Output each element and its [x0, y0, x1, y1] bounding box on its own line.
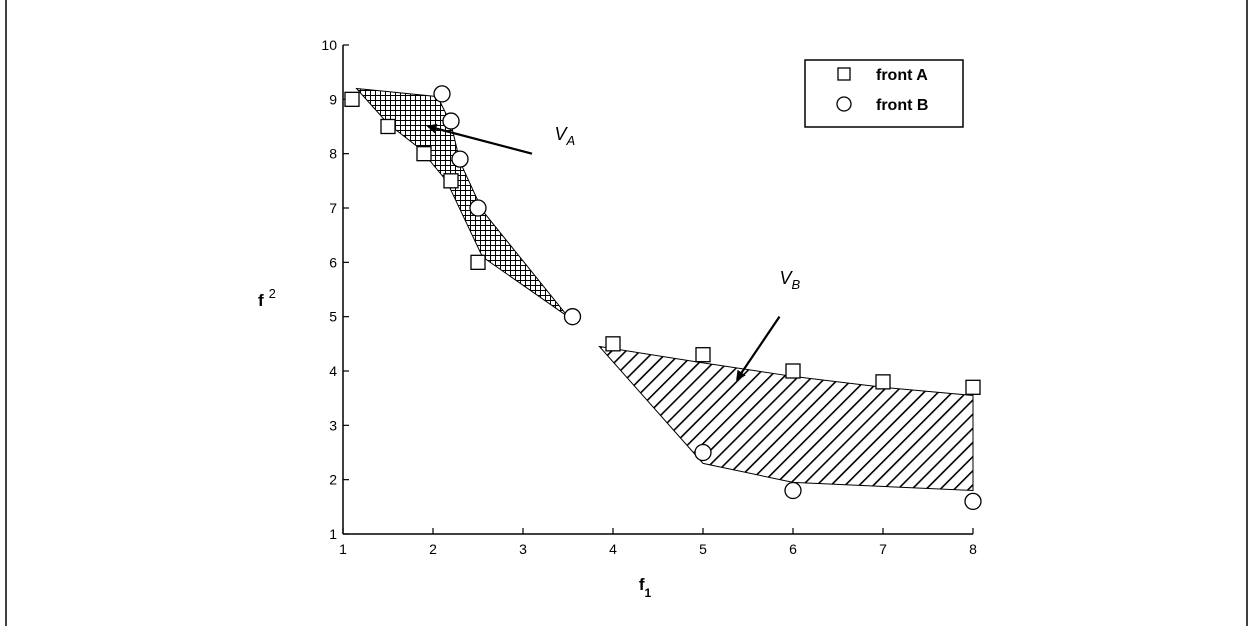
- point-front-b: [964, 492, 982, 511]
- x-axis-label-sub: 1: [644, 586, 651, 600]
- point-front-a: [875, 374, 891, 390]
- point-front-b: [442, 112, 460, 130]
- x-tick-label: 8: [969, 541, 977, 557]
- annotation-label-main: V: [780, 268, 794, 288]
- legend-marker-front-b: [836, 96, 852, 112]
- x-tick-label: 3: [519, 541, 527, 557]
- annotation-label-main: V: [555, 124, 569, 144]
- point-front-a: [695, 347, 711, 363]
- x-axis-label: f1: [639, 575, 652, 600]
- annotation-arrow-v-a: [426, 123, 533, 155]
- y-tick-label: 9: [329, 91, 337, 107]
- point-front-b: [469, 199, 487, 217]
- y-axis-label-sup: 2: [269, 286, 276, 301]
- y-tick-label: 6: [329, 254, 337, 270]
- legend-box: [804, 59, 964, 128]
- shaded-regions: [355, 87, 974, 492]
- point-front-a: [605, 336, 621, 352]
- legend-label-front-a: front A: [876, 67, 928, 84]
- y-tick-label: 5: [329, 309, 337, 325]
- y-axis-label-main: f: [258, 291, 264, 310]
- point-front-a: [416, 146, 432, 162]
- point-front-b: [694, 443, 712, 462]
- legend: front A front B: [804, 59, 964, 128]
- point-front-a: [470, 254, 486, 270]
- point-front-a: [344, 91, 360, 107]
- x-tick-label: 1: [339, 541, 347, 557]
- y-tick-label: 3: [329, 417, 337, 433]
- x-axis-label-main: f: [639, 575, 645, 594]
- x-tick-label: 6: [789, 541, 797, 557]
- point-front-a: [965, 379, 981, 395]
- axes: 1 2 3 4 5 6 7 8 1 2 3 4 5 6 7 8 9 10: [321, 37, 977, 557]
- annotation-label-v-a: VA: [555, 124, 576, 148]
- annotation-label-v-b: VB: [780, 268, 801, 292]
- y-tick-label: 2: [329, 472, 337, 488]
- point-front-b: [451, 150, 469, 168]
- legend-label-front-b: front B: [876, 97, 928, 114]
- x-tick-label: 7: [879, 541, 887, 557]
- point-front-b: [563, 308, 582, 326]
- x-tick-label: 4: [609, 541, 617, 557]
- region-v-b: [598, 345, 974, 492]
- legend-marker-front-a: [837, 67, 851, 81]
- y-tick-label: 4: [329, 363, 337, 379]
- point-front-b: [433, 85, 451, 103]
- point-front-a: [380, 118, 396, 135]
- point-front-a: [443, 173, 459, 189]
- y-tick-label: 10: [321, 37, 337, 53]
- annotation-arrow-v-b: [736, 316, 781, 381]
- point-front-a: [785, 363, 801, 379]
- data-marks: [344, 85, 982, 511]
- annotation-label-sub: A: [566, 133, 576, 148]
- y-tick-label: 1: [329, 526, 337, 542]
- x-tick-label: 2: [429, 541, 437, 557]
- y-tick-label: 8: [329, 146, 337, 162]
- y-tick-label: 7: [329, 200, 337, 216]
- annotation-label-sub: B: [792, 277, 801, 292]
- point-front-b: [784, 481, 802, 500]
- x-tick-label: 5: [699, 541, 707, 557]
